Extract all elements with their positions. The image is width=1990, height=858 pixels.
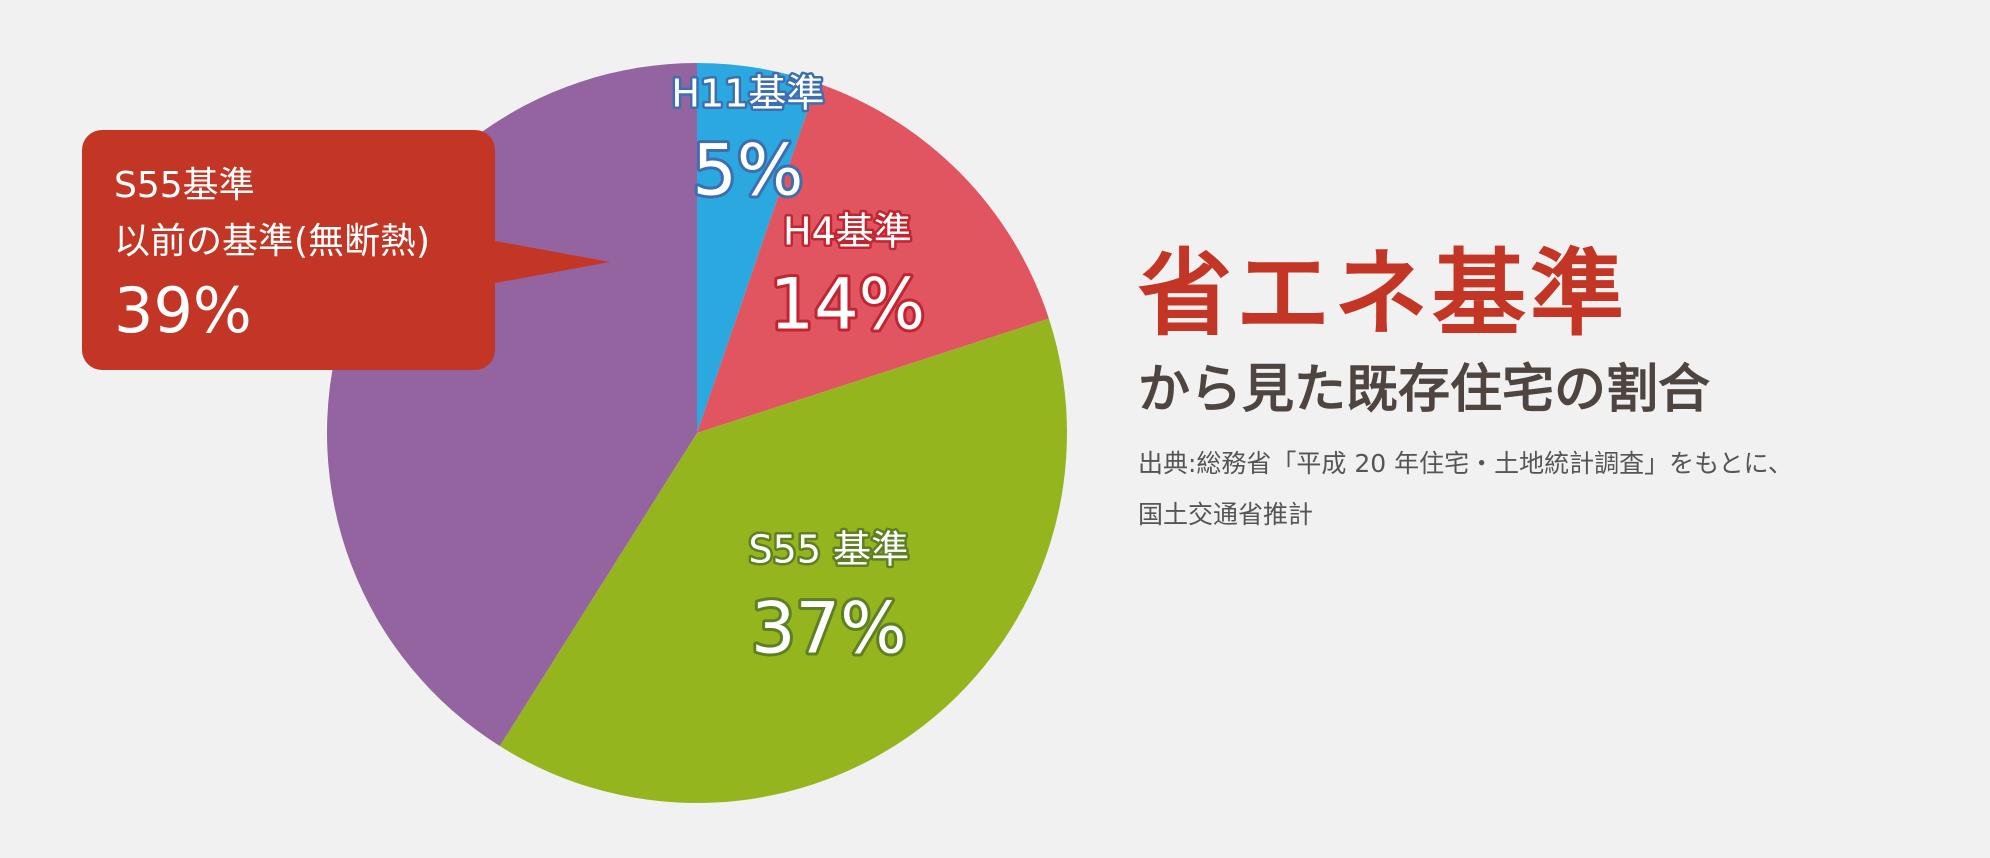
chart-title: 省エネ基準 — [1138, 240, 1629, 349]
callout-label-line2: 以前の基準(無断熱) — [114, 221, 431, 262]
slice-label-1: H11基準 — [671, 71, 824, 115]
pie-slice-1 — [697, 63, 818, 433]
callout-box: S55基準 以前の基準(無断熱) 39% — [82, 130, 495, 370]
slice-label-2: H4基準 — [783, 209, 912, 253]
title-block: 省エネ基準 から見た既存住宅の割合 出典:総務省「平成 20 年住宅・土地統計調… — [1138, 236, 1958, 540]
pie-slice-3 — [499, 318, 1067, 803]
chart-subtitle: から見た既存住宅の割合 — [1138, 360, 1711, 420]
source-line-1: 出典:総務省「平成 20 年住宅・土地統計調査」をもとに、 — [1138, 449, 1793, 478]
slice-value-2: 14% — [770, 263, 926, 345]
callout-label-line1: S55基準 — [114, 165, 255, 206]
slice-value-3: 37% — [751, 587, 907, 669]
pie-slice-2 — [697, 83, 1049, 434]
source-line-2: 国土交通省推計 — [1138, 500, 1314, 529]
pie-labels: H11基準 5%H4基準 14% S55 基準 37% — [669, 69, 928, 672]
callout-value: 39% — [114, 274, 252, 347]
source-note: 出典:総務省「平成 20 年住宅・土地統計調査」をもとに、 国土交通省推計 — [1138, 438, 1958, 540]
slice-value-1: 5% — [692, 129, 803, 211]
callout-pointer — [490, 240, 610, 284]
slice-label-3: S55 基準 — [749, 527, 910, 571]
